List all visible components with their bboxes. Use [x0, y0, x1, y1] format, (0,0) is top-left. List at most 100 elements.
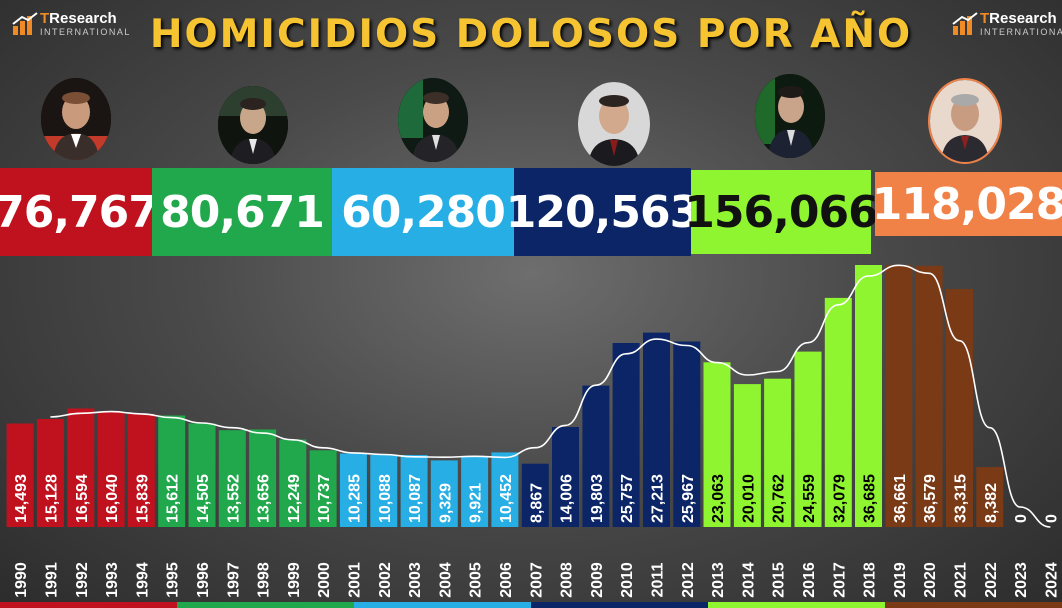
bar-1991	[36, 419, 64, 527]
value-label-1992: 16,594	[74, 474, 91, 523]
total-pena: 156,066	[684, 170, 879, 254]
category-label-2002: 2002	[377, 562, 394, 598]
category-label-1995: 1995	[165, 562, 182, 598]
bar-2009	[582, 385, 610, 527]
value-label-2007: 8,867	[528, 483, 545, 523]
bar-2000	[309, 450, 337, 527]
category-label-1999: 1999	[286, 562, 303, 598]
category-label-2003: 2003	[407, 562, 424, 598]
category-label-1994: 1994	[134, 562, 151, 598]
category-label-2016: 2016	[801, 562, 818, 598]
bar-2017	[824, 297, 852, 527]
category-label-1998: 1998	[256, 562, 273, 598]
bar-2018	[855, 265, 882, 527]
category-label-2000: 2000	[316, 562, 333, 598]
value-label-2019: 36,661	[892, 474, 909, 523]
bar-2008	[552, 427, 579, 527]
portrait-fox	[398, 78, 468, 162]
total-salinas: 76,767	[0, 168, 159, 256]
value-label-2016: 24,559	[801, 474, 818, 523]
total-fox: 60,280	[332, 168, 514, 256]
bar-2015	[764, 378, 792, 527]
portrait-pena	[755, 74, 825, 158]
value-label-2001: 10,285	[346, 474, 363, 523]
category-label-2017: 2017	[831, 562, 848, 598]
value-label-2009: 19,803	[589, 474, 606, 523]
bar-1993	[97, 412, 125, 527]
bar-1992	[67, 408, 95, 527]
portrait-amlo	[928, 78, 1002, 164]
category-label-2019: 2019	[892, 562, 909, 598]
value-label-1994: 15,839	[134, 474, 151, 523]
value-label-1999: 12,249	[286, 474, 303, 523]
value-label-2022: 8,382	[983, 483, 1000, 523]
value-label-2000: 10,737	[316, 474, 333, 523]
category-label-1992: 1992	[74, 562, 91, 598]
bar-2020	[915, 265, 943, 527]
bar-2010	[612, 343, 640, 527]
bottom-color-strip	[0, 602, 1062, 608]
category-label-2014: 2014	[740, 562, 757, 598]
category-label-2021: 2021	[953, 562, 970, 598]
value-label-2015: 20,762	[771, 474, 788, 523]
bar-1998	[249, 429, 277, 527]
total-calderon: 120,563	[506, 168, 700, 256]
value-label-2024: 0	[1043, 514, 1060, 523]
category-label-2023: 2023	[1013, 562, 1030, 598]
value-label-1996: 14,505	[195, 474, 212, 523]
category-label-1996: 1996	[195, 562, 212, 598]
category-label-2022: 2022	[983, 562, 1000, 598]
value-label-2004: 9,329	[437, 483, 454, 523]
category-label-1993: 1993	[104, 562, 121, 598]
category-label-1990: 1990	[13, 562, 30, 598]
value-label-2018: 36,685	[862, 474, 879, 523]
logo-subtitle: INTERNATIONAL	[980, 27, 1062, 37]
trend-line	[50, 264, 1051, 528]
category-label-2004: 2004	[437, 562, 454, 598]
bar-2001	[339, 453, 367, 527]
logo-mark-icon	[12, 12, 38, 35]
category-label-2001: 2001	[346, 562, 363, 598]
value-label-1991: 15,128	[43, 474, 60, 523]
total-zedillo: 80,671	[152, 168, 332, 256]
category-label-2007: 2007	[528, 562, 545, 598]
category-label-2012: 2012	[680, 562, 697, 598]
value-label-2012: 25,967	[680, 474, 697, 523]
value-label-2005: 9,921	[468, 483, 485, 523]
bar-2004	[430, 460, 458, 527]
bar-2013	[703, 362, 731, 527]
bar-2006	[491, 452, 519, 527]
value-label-2006: 10,452	[498, 474, 515, 523]
bar-2005	[461, 456, 489, 527]
category-label-2011: 2011	[650, 563, 667, 598]
category-label-1991: 1991	[43, 562, 60, 598]
logo-left: TResearch INTERNATIONAL	[12, 10, 129, 40]
value-label-2010: 25,757	[619, 474, 636, 523]
logo-mark-icon	[952, 12, 978, 35]
value-label-2020: 36,579	[922, 474, 939, 523]
logo-subtitle: INTERNATIONAL	[40, 27, 131, 37]
value-label-2021: 33,315	[953, 474, 970, 523]
bar-2019	[885, 265, 913, 527]
category-label-2008: 2008	[559, 562, 576, 598]
category-label-1997: 1997	[225, 562, 242, 598]
value-label-2017: 32,079	[831, 474, 848, 523]
bar-1995	[158, 415, 186, 527]
bar-2011	[643, 332, 670, 527]
category-label-2009: 2009	[589, 562, 606, 598]
chart-title: HOMICIDIOS DOLOSOS POR AÑO	[149, 12, 913, 57]
value-label-1995: 15,612	[165, 474, 182, 523]
value-label-2013: 23,063	[710, 474, 727, 523]
bar-2012	[673, 341, 701, 527]
category-label-2005: 2005	[468, 562, 485, 598]
category-label-2024: 2024	[1043, 562, 1060, 598]
bar-1999	[279, 439, 307, 527]
bar-1994	[127, 413, 155, 527]
category-label-2013: 2013	[710, 562, 727, 598]
category-label-2006: 2006	[498, 562, 515, 598]
bar-2002	[370, 455, 398, 527]
value-label-2003: 10,087	[407, 474, 424, 523]
bar-1997	[218, 430, 246, 527]
bar-1996	[188, 423, 216, 527]
